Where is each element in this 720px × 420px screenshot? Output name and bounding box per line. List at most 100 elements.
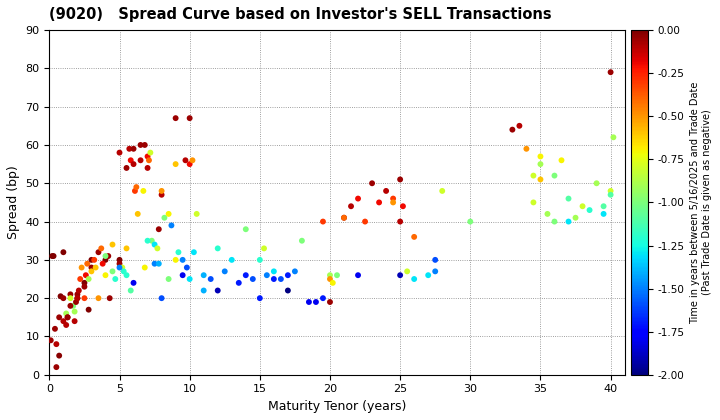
Y-axis label: Spread (bp): Spread (bp) (7, 165, 20, 239)
Point (184, 115, 195, 121)
Point (556, 157, 567, 164)
Point (584, 207, 595, 213)
Point (528, 199, 539, 206)
Point (605, 69, 616, 76)
Y-axis label: Time in years between 5/16/2025 and Trade Date
(Past Trade Date is given as nega: Time in years between 5/16/2025 and Trad… (690, 81, 712, 323)
Point (387, 195, 399, 202)
Point (282, 287, 294, 294)
Point (318, 295, 329, 302)
Point (76, 264, 87, 271)
Point (261, 272, 273, 278)
Point (45, 337, 56, 344)
Point (135, 142, 146, 148)
Point (186, 157, 198, 164)
Point (282, 272, 294, 278)
Point (102, 253, 114, 260)
Point (327, 279, 338, 286)
Point (605, 192, 616, 198)
Point (127, 161, 139, 168)
Point (114, 264, 125, 271)
Point (170, 115, 181, 121)
Point (429, 268, 441, 275)
Point (535, 153, 546, 160)
Point (60, 322, 72, 328)
Point (153, 226, 165, 233)
Point (78, 295, 90, 302)
Point (254, 295, 266, 302)
Point (359, 218, 371, 225)
Point (145, 149, 156, 156)
Point (114, 257, 125, 263)
Point (258, 245, 270, 252)
Point (408, 276, 420, 282)
Point (170, 257, 181, 263)
Point (69, 318, 81, 325)
Point (408, 234, 420, 240)
Point (58, 318, 69, 325)
Point (142, 165, 153, 171)
Point (156, 188, 167, 194)
Point (177, 272, 189, 278)
Point (324, 299, 336, 305)
Point (338, 214, 350, 221)
Point (429, 257, 441, 263)
Point (58, 295, 69, 302)
Point (121, 272, 132, 278)
Point (240, 272, 251, 278)
Point (205, 276, 217, 282)
Point (143, 157, 155, 164)
Point (139, 264, 150, 271)
Point (68, 302, 79, 309)
Point (219, 268, 230, 275)
Point (86, 264, 97, 271)
Point (53, 314, 65, 321)
Point (149, 260, 161, 267)
Point (153, 260, 165, 267)
X-axis label: Maturity Tenor (years): Maturity Tenor (years) (268, 400, 406, 413)
Point (89, 257, 100, 263)
Point (121, 165, 132, 171)
Point (397, 203, 409, 210)
Point (268, 276, 279, 282)
Point (240, 226, 251, 233)
Point (423, 272, 434, 278)
Point (528, 172, 539, 179)
Point (521, 145, 532, 152)
Point (78, 284, 90, 290)
Point (138, 188, 149, 194)
Point (198, 272, 210, 278)
Point (78, 279, 90, 286)
Point (58, 249, 69, 255)
Point (198, 287, 210, 294)
Point (275, 276, 287, 282)
Point (173, 249, 184, 255)
Point (598, 210, 609, 217)
Point (247, 276, 258, 282)
Point (507, 126, 518, 133)
Point (549, 172, 560, 179)
Point (132, 210, 143, 217)
Point (346, 203, 357, 210)
Point (163, 276, 174, 282)
Point (401, 268, 413, 275)
Point (130, 184, 142, 190)
Point (48, 253, 59, 260)
Point (86, 268, 97, 275)
Point (156, 192, 167, 198)
Point (156, 295, 167, 302)
Point (107, 268, 118, 275)
Point (97, 260, 109, 267)
Point (303, 299, 315, 305)
Point (53, 352, 65, 359)
Point (46, 253, 58, 260)
Point (99, 253, 111, 260)
Point (387, 199, 399, 206)
Point (71, 299, 82, 305)
Point (318, 218, 329, 225)
Point (109, 276, 121, 282)
Point (93, 249, 104, 255)
Point (74, 276, 86, 282)
Point (170, 161, 181, 168)
Point (338, 214, 350, 221)
Point (563, 195, 575, 202)
